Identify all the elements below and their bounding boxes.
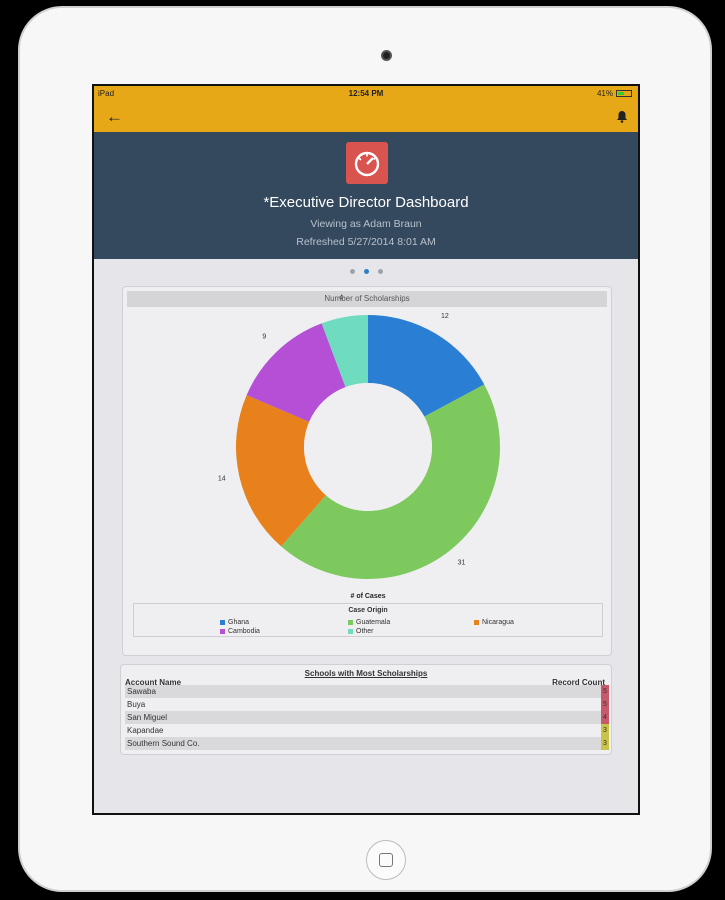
account-name: Sawaba: [127, 687, 156, 696]
account-name: San Miguel: [127, 713, 168, 722]
donut-slice-other[interactable]: [321, 315, 368, 388]
table-row[interactable]: Buya 5: [125, 698, 609, 711]
axis-label: # of Cases: [350, 593, 385, 600]
table-title: Schools with Most Scholarships: [304, 669, 428, 678]
legend-swatch: [220, 629, 225, 634]
chart-legend: Case Origin Ghana Guatemala Nicaragua Cambo…: [133, 603, 603, 637]
account-name: Buya: [127, 700, 146, 709]
legend-label: Cambodia: [228, 628, 260, 635]
legend-swatch: [474, 620, 479, 625]
page-dot-2[interactable]: [363, 269, 369, 274]
slice-value-label: 12: [441, 313, 449, 320]
nav-bar: ←: [94, 102, 638, 132]
legend-item-cambodia[interactable]: Cambodia: [220, 628, 260, 635]
legend-swatch: [348, 629, 353, 634]
column-header-count: Record Count: [552, 678, 605, 687]
donut-slice-guatemala[interactable]: [281, 384, 500, 579]
table-row[interactable]: San Miguel 4: [125, 711, 609, 724]
screen: iPad 12:54 PM 41% ← *Executive Director …: [92, 84, 640, 815]
legend-item-ghana[interactable]: Ghana: [220, 619, 249, 626]
legend-swatch: [220, 620, 225, 625]
battery-percent: 41%: [596, 89, 613, 98]
legend-label: Other: [356, 628, 374, 635]
slice-value-label: 4: [339, 294, 343, 301]
legend-title: Case Origin: [348, 607, 388, 614]
table-card[interactable]: Schools with Most Scholarships Account N…: [120, 664, 612, 755]
page-dot-3[interactable]: [377, 269, 383, 274]
slice-value-label: 9: [262, 334, 266, 341]
page-dots: [94, 269, 638, 274]
donut-hole: [304, 383, 432, 511]
record-count: 5: [601, 685, 609, 698]
legend-item-nicaragua[interactable]: Nicaragua: [474, 619, 514, 626]
battery-icon: [616, 90, 632, 97]
refreshed-text: Refreshed 5/27/2014 8:01 AM: [296, 236, 436, 248]
home-button[interactable]: [366, 840, 406, 880]
dashboard-header: *Executive Director Dashboard Viewing as…: [94, 132, 638, 259]
legend-item-guatemala[interactable]: Guatemala: [348, 619, 390, 626]
column-header-account: Account Name: [125, 678, 182, 687]
record-count: 3: [601, 737, 609, 750]
status-time: 12:54 PM: [348, 89, 384, 98]
donut-chart: 12 31 14 9 4 # of Cases: [218, 294, 500, 600]
record-count: 3: [601, 724, 609, 737]
table-row[interactable]: Kapandae 3: [125, 724, 609, 737]
donut-slice-ghana[interactable]: [368, 315, 485, 417]
legend-label: Nicaragua: [482, 619, 514, 626]
account-name: Southern Sound Co.: [127, 739, 200, 748]
camera: [381, 50, 392, 61]
bell-icon[interactable]: [616, 110, 628, 123]
legend-label: Ghana: [228, 619, 250, 626]
legend-label: Guatemala: [356, 619, 391, 626]
chart-card[interactable]: Number of Scholarships 12 31 14 9 4 # of Case…: [122, 286, 612, 656]
table-row[interactable]: Sawaba 5: [125, 685, 609, 698]
record-count: 5: [601, 698, 609, 711]
page-dot-1[interactable]: [349, 269, 355, 274]
donut-slice-nicaragua[interactable]: [236, 395, 326, 547]
device-label: iPad: [98, 89, 115, 98]
status-right: 41%: [597, 89, 632, 98]
dashboard-gauge-icon: [346, 142, 388, 184]
account-name: Kapandae: [127, 726, 164, 735]
legend-item-other[interactable]: Other: [348, 628, 374, 635]
slice-value-label: 14: [218, 475, 226, 482]
legend-swatch: [348, 620, 353, 625]
donut-slice-cambodia[interactable]: [246, 323, 346, 422]
slice-value-label: 31: [458, 559, 466, 566]
back-arrow-icon[interactable]: ←: [106, 107, 123, 126]
table-row[interactable]: Southern Sound Co. 3: [125, 737, 609, 750]
record-count: 4: [601, 711, 609, 724]
home-square-icon: [379, 853, 393, 867]
status-bar: iPad 12:54 PM 41%: [94, 86, 638, 102]
dashboard-title: *Executive Director Dashboard: [263, 194, 469, 211]
viewing-as-text: Viewing as Adam Braun: [310, 218, 422, 230]
chart-title: Number of Scholarships: [127, 291, 607, 307]
